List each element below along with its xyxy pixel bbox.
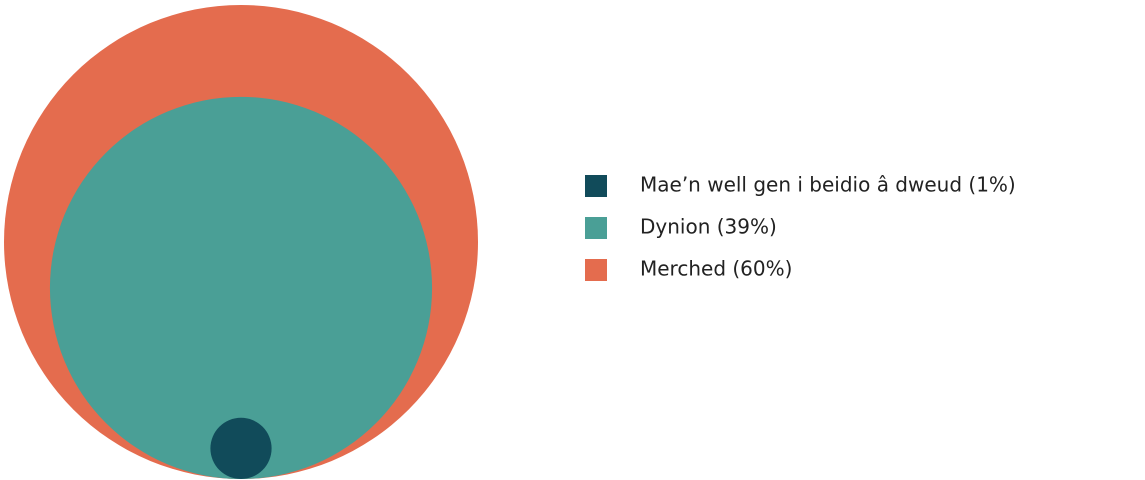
legend-label: Merched (60%): [640, 257, 792, 281]
legend-swatch: [585, 259, 607, 281]
legend-swatch: [585, 217, 607, 239]
legend-label: Dynion (39%): [640, 215, 777, 239]
legend-swatch: [585, 175, 607, 197]
circle: [210, 417, 272, 480]
circle: [49, 96, 433, 479]
legend-label: Mae’n well gen i beidio â dweud (1%): [640, 173, 1016, 197]
